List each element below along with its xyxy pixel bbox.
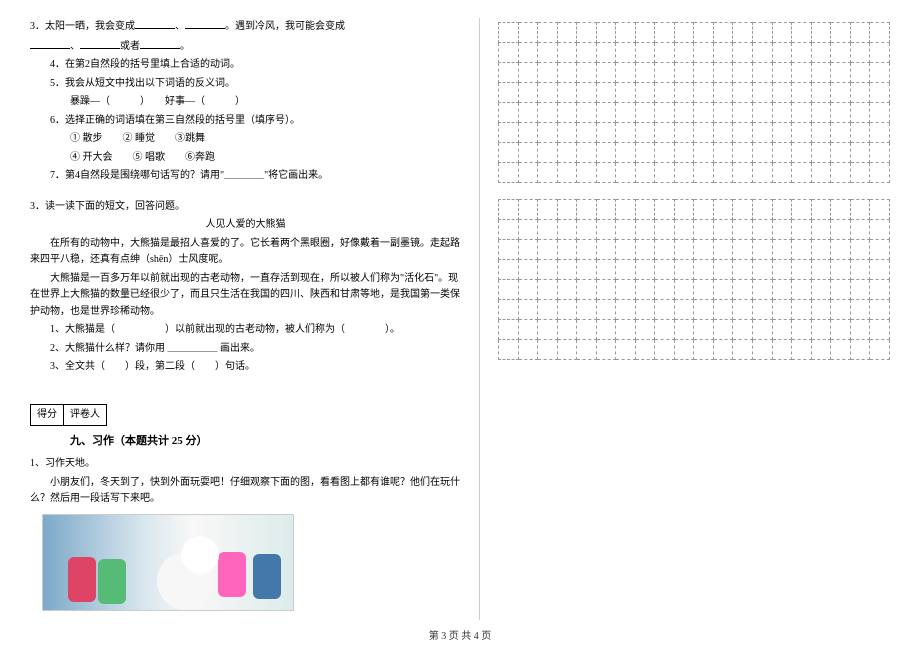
left-column: 3．太阳一晒，我会变成、。遇到冷风，我可能会变成 、或者。 4．在第2自然段的括… — [30, 18, 479, 620]
writing-head: 1、习作天地。 — [30, 456, 461, 473]
q5-main: 5．我会从短文中找出以下词语的反义词。 — [30, 76, 461, 93]
reading-p2: 大熊猫是一百多万年以前就出现的古老动物，一直存活到现在，所以被人们称为"活化石"… — [30, 271, 461, 321]
writing-image — [42, 514, 294, 611]
section9-title: 九、习作（本题共计 25 分） — [70, 432, 461, 450]
q4: 4．在第2自然段的括号里填上合适的动词。 — [30, 57, 461, 74]
q5-items: 暴躁—（ ） 好事—（ ） — [30, 94, 461, 111]
page-footer: 第 3 页 共 4 页 — [0, 627, 920, 642]
grader-label: 评卷人 — [64, 405, 106, 426]
q6-opts2: ④ 开大会 ⑤ 唱歌 ⑥奔跑 — [30, 150, 461, 167]
score-label: 得分 — [31, 405, 64, 426]
q3-line1: 3．太阳一晒，我会变成、。遇到冷风，我可能会变成 — [30, 18, 461, 36]
right-column — [479, 18, 890, 620]
writing-grids — [498, 22, 890, 360]
q6-opts1: ① 散步 ② 睡觉 ③跳舞 — [30, 131, 461, 148]
q7: 7．第4自然段是围绕哪句话写的？请用"＿＿＿＿"将它画出来。 — [30, 168, 461, 185]
reading-title: 人见人爱的大熊猫 — [30, 217, 461, 234]
reading-q3: 3、全文共（ ）段，第二段（ ）句话。 — [30, 359, 461, 376]
score-box: 得分 评卷人 — [30, 404, 107, 427]
reading-intro: 3．读一读下面的短文，回答问题。 — [30, 199, 461, 216]
writing-body: 小朋友们，冬天到了，快到外面玩耍吧！仔细观察下面的图，看看图上都有谁呢？他们在玩… — [30, 475, 461, 508]
reading-q2: 2、大熊猫什么样？请你用 ＿＿＿＿＿ 画出来。 — [30, 341, 461, 358]
q3-line2: 、或者。 — [30, 38, 461, 56]
q6-main: 6．选择正确的词语填在第三自然段的括号里（填序号）。 — [30, 113, 461, 130]
reading-p1: 在所有的动物中，大熊猫是最招人喜爱的了。它长着两个黑眼圈，好像戴着一副墨镜。走起… — [30, 236, 461, 269]
reading-q1: 1、大熊猫是（ ）以前就出现的古老动物，被人们称为（ ）。 — [30, 322, 461, 339]
